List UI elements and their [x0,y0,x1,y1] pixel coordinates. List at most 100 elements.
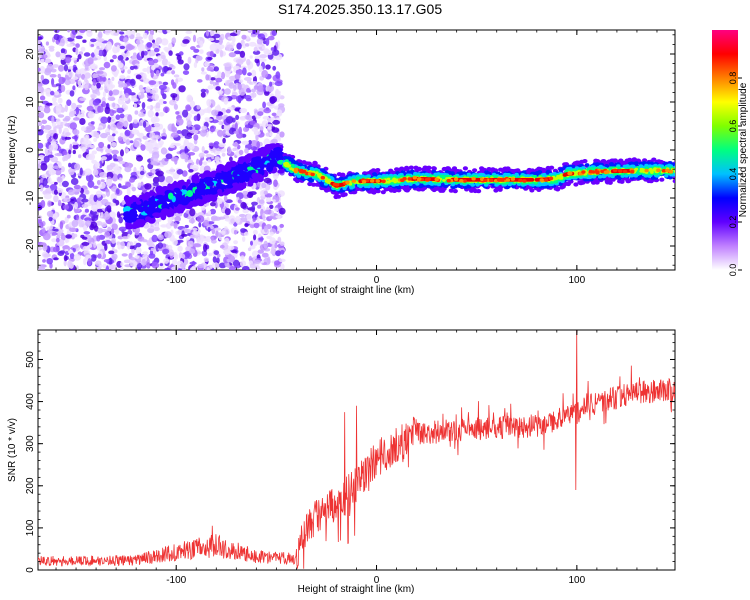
heatmap-cell [38,265,46,270]
heatmap-cell [87,111,95,119]
heatmap-cell [57,199,62,206]
heatmap-cell [207,85,214,90]
heatmap-cell [151,234,158,243]
heatmap-cell [275,88,280,96]
heatmap-cell [148,34,154,42]
heatmap-cell [74,134,78,142]
heatmap-cell [51,78,55,86]
heatmap-cell [278,258,286,263]
heatmap-cell [239,213,246,218]
heatmap-cell [209,50,214,58]
heatmap-cell [131,215,137,221]
heatmap-cell [111,247,115,252]
heatmap-cell [235,58,244,64]
heatmap-cell [208,142,215,147]
heatmap-cell [79,97,87,101]
heatmap-cell [263,190,268,195]
heatmap-cell [142,254,148,258]
heatmap-cell [60,85,66,93]
heatmap-cell [149,132,156,139]
heatmap-cell [116,211,121,219]
heatmap-cell [100,179,105,183]
heatmap-cell [228,245,235,251]
heatmap-cell [111,76,115,81]
heatmap-cell [75,265,79,270]
heatmap-cell [177,245,183,252]
heatmap-cell [183,63,190,71]
heatmap-cell [71,110,77,115]
heatmap-cell [113,32,120,36]
heatmap-cell [54,181,58,185]
heatmap-cell [137,182,141,189]
heatmap-cell [188,218,196,224]
heatmap-cell [173,187,181,193]
heatmap-cell [258,199,265,205]
heatmap-cell [158,112,165,117]
heatmap-cell [293,161,299,165]
heatmap-cell [269,81,273,87]
heatmap-cell [242,208,249,214]
heatmap-cell [69,252,75,260]
heatmap-cell [247,180,254,187]
heatmap-cell [67,189,76,196]
heatmap-cell [75,47,79,56]
heatmap-cell [238,156,248,161]
heatmap-cell [141,50,145,59]
heatmap-cell [90,94,96,99]
heatmap-cell [189,234,198,239]
heatmap-cell [186,120,192,128]
heatmap-cell [265,197,272,203]
heatmap-cell [220,71,226,80]
heatmap-cell [124,129,131,137]
heatmap-cell [214,227,222,231]
heatmap-cell [263,240,269,249]
heatmap-cell [242,190,248,196]
heatmap-cell [97,227,104,234]
heatmap-cell [54,91,60,96]
heatmap-cell [185,30,193,34]
heatmap-cell [97,127,103,131]
heatmap-cell [217,44,225,50]
heatmap-cell [472,168,478,173]
heatmap-cell [559,167,564,172]
heatmap-cell [238,79,244,83]
heatmap-cell [155,69,160,77]
heatmap-cell [162,248,170,255]
heatmap-cell [99,171,108,178]
heatmap-cell [96,38,105,43]
heatmap-cell [257,180,261,188]
heatmap-cell [166,61,171,66]
heatmap-cell [174,253,179,260]
heatmap-cell [217,129,224,137]
heatmap-cell [253,129,259,136]
heatmap-cell [203,150,209,154]
heatmap-cell [126,50,131,57]
heatmap-cell [161,38,169,46]
heatmap-cell [56,177,63,183]
heatmap-cell [119,177,123,182]
heatmap-cell [123,195,130,202]
heatmap-cell [262,101,266,109]
heatmap-cell [89,99,94,107]
heatmap-cell [149,225,154,230]
heatmap-cell [151,262,160,269]
heatmap-cell [275,250,281,257]
heatmap-cell [38,121,43,126]
heatmap-cell [267,36,275,41]
heatmap-cell [125,30,132,37]
heatmap-cell [40,163,48,171]
heatmap-cell [158,98,165,105]
heatmap-cell [130,203,137,208]
heatmap-cell [203,243,208,252]
heatmap-cell [240,228,247,233]
heatmap-cell [206,99,212,107]
heatmap-cell [150,247,155,252]
heatmap-cell [74,201,78,210]
heatmap-cell [65,234,72,239]
heatmap-cell [200,88,206,93]
heatmap-cell [135,255,140,259]
heatmap-cell [108,250,115,255]
heatmap-cell [125,148,129,153]
heatmap-cell [55,168,62,176]
heatmap-cell [263,177,272,184]
